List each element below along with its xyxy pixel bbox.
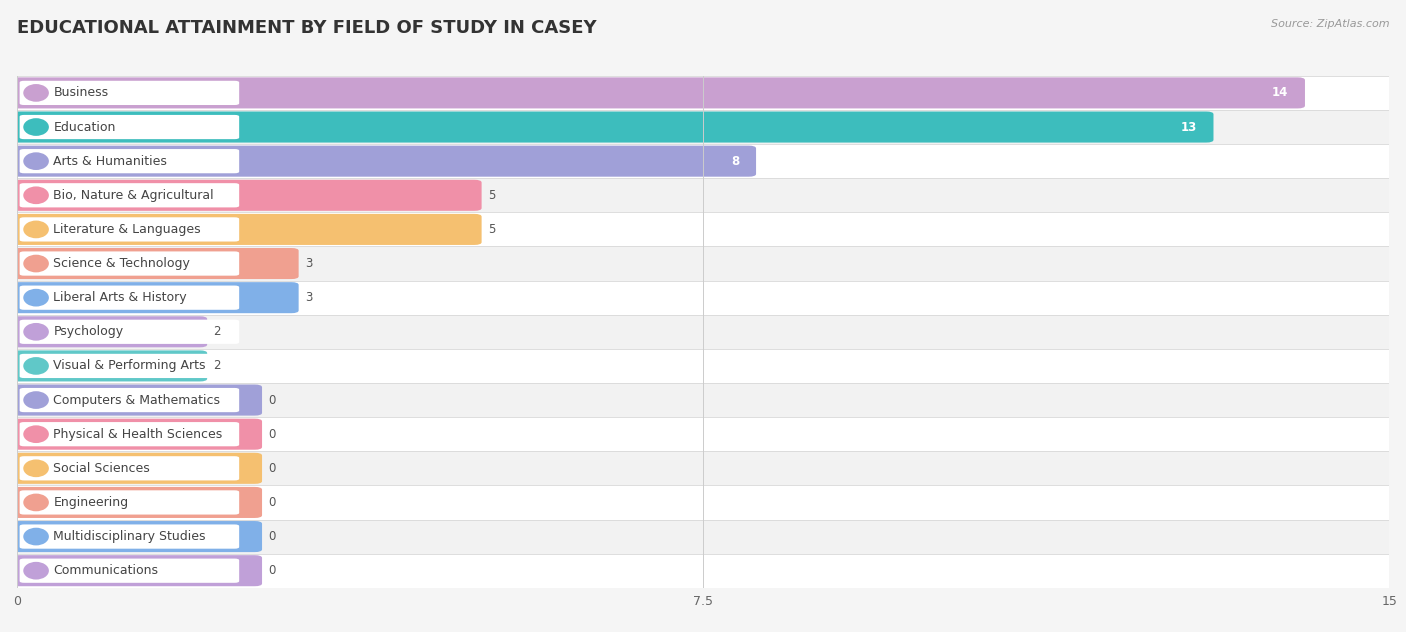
Text: Bio, Nature & Agricultural: Bio, Nature & Agricultural [53,189,214,202]
Text: Visual & Performing Arts: Visual & Performing Arts [53,360,205,372]
FancyBboxPatch shape [20,286,239,310]
FancyBboxPatch shape [17,485,1389,520]
FancyBboxPatch shape [20,354,239,378]
Text: Education: Education [53,121,115,133]
FancyBboxPatch shape [17,554,1389,588]
FancyBboxPatch shape [20,81,239,105]
Text: Communications: Communications [53,564,159,577]
Ellipse shape [24,357,49,375]
Text: Computers & Mathematics: Computers & Mathematics [53,394,221,406]
Text: 8: 8 [731,155,740,167]
Text: 0: 0 [269,428,276,441]
Ellipse shape [24,391,49,409]
FancyBboxPatch shape [17,144,1389,178]
FancyBboxPatch shape [17,212,1389,246]
Text: Multidisciplinary Studies: Multidisciplinary Studies [53,530,205,543]
Ellipse shape [24,118,49,136]
FancyBboxPatch shape [17,281,1389,315]
FancyBboxPatch shape [17,349,1389,383]
FancyBboxPatch shape [20,422,239,446]
FancyBboxPatch shape [17,178,1389,212]
Ellipse shape [24,221,49,238]
Text: Source: ZipAtlas.com: Source: ZipAtlas.com [1271,19,1389,29]
Text: Social Sciences: Social Sciences [53,462,150,475]
FancyBboxPatch shape [17,246,1389,281]
FancyBboxPatch shape [10,248,298,279]
FancyBboxPatch shape [17,315,1389,349]
FancyBboxPatch shape [17,520,1389,554]
Ellipse shape [24,289,49,307]
Text: Psychology: Psychology [53,325,124,338]
Ellipse shape [24,528,49,545]
FancyBboxPatch shape [20,115,239,139]
Text: 3: 3 [305,257,312,270]
FancyBboxPatch shape [10,487,262,518]
FancyBboxPatch shape [10,179,482,211]
Text: 14: 14 [1272,87,1288,99]
FancyBboxPatch shape [20,559,239,583]
Text: 5: 5 [488,223,495,236]
FancyBboxPatch shape [17,417,1389,451]
Ellipse shape [24,255,49,272]
FancyBboxPatch shape [20,252,239,276]
Text: 0: 0 [269,496,276,509]
Text: 0: 0 [269,394,276,406]
Ellipse shape [24,494,49,511]
FancyBboxPatch shape [10,384,262,416]
Text: 3: 3 [305,291,312,304]
FancyBboxPatch shape [10,214,482,245]
Text: 5: 5 [488,189,495,202]
FancyBboxPatch shape [10,282,298,313]
FancyBboxPatch shape [17,110,1389,144]
Text: 0: 0 [269,530,276,543]
FancyBboxPatch shape [10,453,262,484]
FancyBboxPatch shape [20,525,239,549]
FancyBboxPatch shape [10,418,262,450]
Ellipse shape [24,186,49,204]
Text: 2: 2 [214,360,221,372]
Text: Science & Technology: Science & Technology [53,257,190,270]
Ellipse shape [24,562,49,580]
FancyBboxPatch shape [20,490,239,514]
FancyBboxPatch shape [20,388,239,412]
Text: 2: 2 [214,325,221,338]
FancyBboxPatch shape [10,316,207,348]
FancyBboxPatch shape [10,77,1305,109]
Ellipse shape [24,323,49,341]
Text: 0: 0 [269,564,276,577]
FancyBboxPatch shape [10,521,262,552]
Text: Literature & Languages: Literature & Languages [53,223,201,236]
Ellipse shape [24,459,49,477]
FancyBboxPatch shape [10,555,262,586]
Ellipse shape [24,152,49,170]
Text: 13: 13 [1181,121,1197,133]
Text: Liberal Arts & History: Liberal Arts & History [53,291,187,304]
FancyBboxPatch shape [20,183,239,207]
Text: Engineering: Engineering [53,496,128,509]
FancyBboxPatch shape [17,451,1389,485]
FancyBboxPatch shape [10,111,1213,143]
FancyBboxPatch shape [20,217,239,241]
FancyBboxPatch shape [17,383,1389,417]
Text: EDUCATIONAL ATTAINMENT BY FIELD OF STUDY IN CASEY: EDUCATIONAL ATTAINMENT BY FIELD OF STUDY… [17,19,596,37]
FancyBboxPatch shape [20,456,239,480]
Text: 0: 0 [269,462,276,475]
Ellipse shape [24,84,49,102]
FancyBboxPatch shape [17,76,1389,110]
Text: Physical & Health Sciences: Physical & Health Sciences [53,428,222,441]
Ellipse shape [24,425,49,443]
FancyBboxPatch shape [10,145,756,177]
FancyBboxPatch shape [20,149,239,173]
FancyBboxPatch shape [10,350,207,382]
Text: Arts & Humanities: Arts & Humanities [53,155,167,167]
Text: Business: Business [53,87,108,99]
FancyBboxPatch shape [20,320,239,344]
